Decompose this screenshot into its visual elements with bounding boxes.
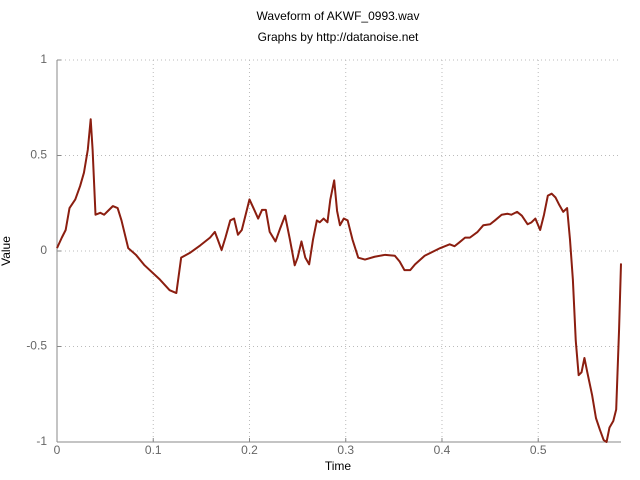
x-tick-label: 0.4 [434, 443, 451, 457]
chart-subtitle: Graphs by http://datanoise.net [258, 30, 419, 44]
x-tick-label: 0.5 [530, 443, 547, 457]
y-tick-label: 0 [40, 243, 47, 257]
y-tick-label: -1 [36, 434, 47, 448]
waveform-line [56, 118, 622, 443]
chart-title: Waveform of AKWF_0993.wav [257, 9, 420, 23]
x-tick-label: 0.3 [337, 443, 354, 457]
y-axis-label: Value [0, 236, 13, 266]
x-tick-label: 0.2 [241, 443, 258, 457]
y-tick-label: 0.5 [30, 148, 47, 162]
x-tick-label: 0.1 [145, 443, 162, 457]
y-tick-label: -0.5 [26, 339, 47, 353]
x-tick-label: 0 [54, 443, 61, 457]
y-tick-label: 1 [40, 52, 47, 66]
x-axis-label: Time [325, 459, 352, 473]
